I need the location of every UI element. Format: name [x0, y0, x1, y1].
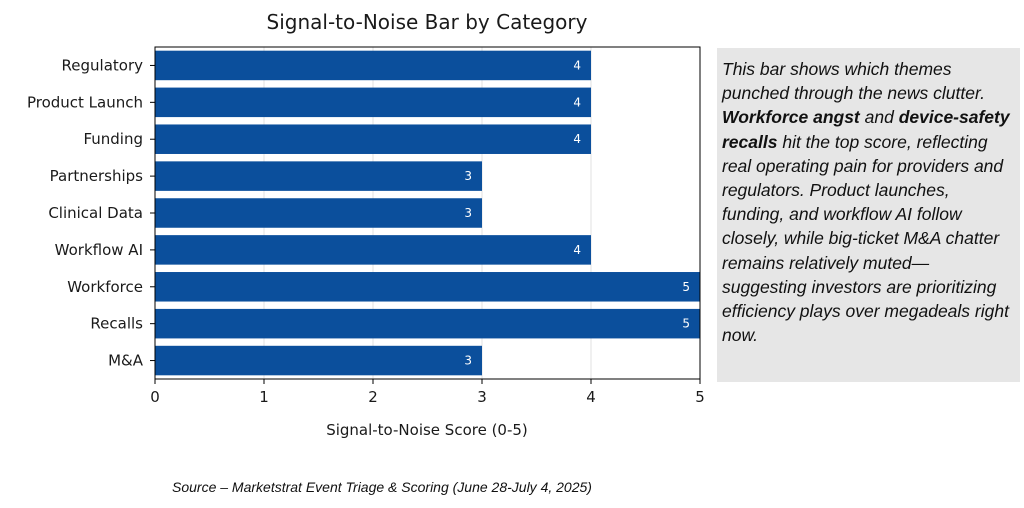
commentary-intro: This bar shows which themes punched thro…	[722, 59, 985, 104]
bar-value-label: 4	[573, 243, 581, 257]
x-tick-label: 4	[586, 388, 596, 406]
bar-value-label: 4	[573, 58, 581, 72]
y-tick-label: Product Launch	[27, 93, 143, 111]
commentary-text: This bar shows which themes punched thro…	[722, 57, 1012, 347]
bar	[155, 235, 591, 265]
bar-value-label: 3	[464, 169, 472, 183]
y-tick-label: Workflow AI	[55, 241, 143, 259]
y-tick-label: Clinical Data	[48, 204, 143, 222]
x-axis-label: Signal-to-Noise Score (0-5)	[326, 421, 528, 439]
commentary-box: This bar shows which themes punched thro…	[717, 48, 1020, 382]
x-tick-label: 5	[695, 388, 705, 406]
x-axis-ticks: 0 1 2 3 4 5	[150, 379, 705, 406]
bar	[155, 124, 591, 154]
commentary-connector: and	[859, 107, 899, 128]
bar	[155, 50, 591, 81]
bar-value-label: 5	[682, 317, 690, 331]
bar-value-label: 4	[573, 132, 581, 146]
bar-value-label: 5	[682, 280, 690, 294]
source-note: Source – Marketstrat Event Triage & Scor…	[172, 479, 592, 495]
bars: 4 4 4 3 3 4 5 5 3	[155, 50, 700, 376]
y-axis-ticks: Regulatory Product Launch Funding Partnersh…	[27, 56, 155, 370]
bar-value-label: 3	[464, 206, 472, 220]
bar	[155, 345, 482, 376]
x-tick-label: 0	[150, 388, 160, 406]
bar	[155, 272, 700, 302]
commentary-rest: hit the top score, reflecting real opera…	[722, 131, 1009, 346]
y-tick-label: Recalls	[90, 315, 143, 333]
commentary-highlight-workforce: Workforce angst	[722, 107, 860, 128]
x-tick-label: 3	[477, 388, 487, 406]
bar-value-label: 3	[464, 354, 472, 368]
y-tick-label: M&A	[108, 352, 144, 370]
bar	[155, 198, 482, 228]
y-tick-label: Funding	[83, 130, 143, 148]
bar	[155, 161, 482, 191]
x-tick-label: 2	[368, 388, 378, 406]
bar	[155, 87, 591, 118]
bar-chart: Signal-to-Noise Bar by Category 4 4 4 3 3 4 5 5…	[27, 10, 705, 439]
y-tick-label: Workforce	[67, 278, 143, 296]
y-tick-label: Partnerships	[50, 167, 144, 185]
bar	[155, 308, 700, 339]
bar-value-label: 4	[573, 95, 581, 109]
y-tick-label: Regulatory	[62, 56, 144, 74]
commentary-highlight-recalls: device-safety recalls	[722, 107, 1010, 152]
x-tick-label: 1	[259, 388, 269, 406]
chart-title: Signal-to-Noise Bar by Category	[267, 10, 588, 34]
